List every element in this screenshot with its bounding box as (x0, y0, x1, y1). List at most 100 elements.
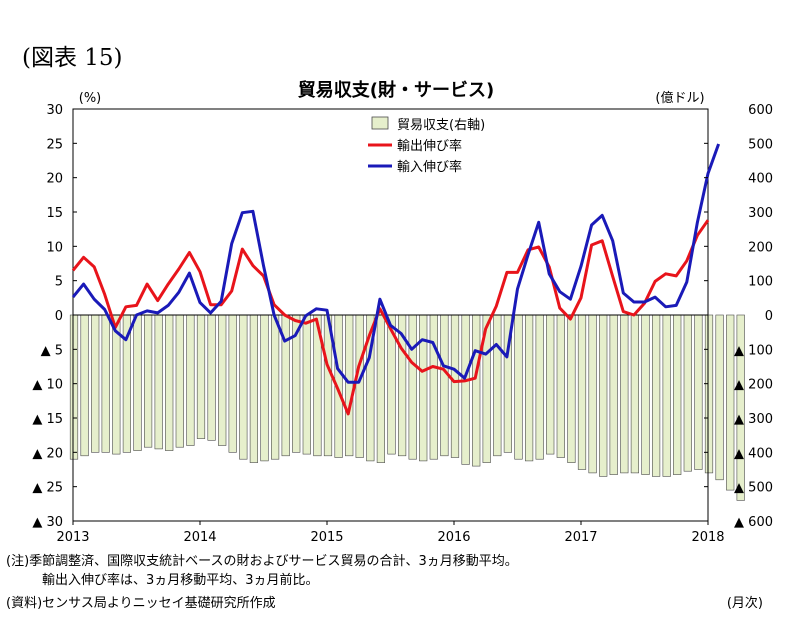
trade-balance-bar (91, 314, 100, 453)
y-left-tick-label: 20 (46, 172, 63, 187)
trade-balance-bar (165, 314, 174, 451)
trade-balance-bar (186, 314, 195, 446)
y-left-tick-label: ▲ 25 (32, 481, 63, 496)
y-right-tick-label: 0 (765, 309, 773, 324)
y-left-tick-label: 30 (46, 103, 63, 118)
y-right-tick-label: ▲ 400 (734, 446, 773, 461)
x-tick-label: 2014 (183, 530, 216, 545)
y-left-tick-label: ▲ 30 (32, 515, 63, 530)
trade-balance-bar (239, 314, 248, 460)
legend-label: 貿易収支(右軸) (397, 118, 485, 133)
y-left-tick-label: 25 (46, 137, 63, 152)
trade-balance-bar (514, 314, 523, 460)
trade-balance-bar (270, 314, 280, 460)
trade-balance-bar (546, 314, 555, 455)
x-tick-label: 2015 (310, 530, 343, 545)
trade-balance-bar (609, 314, 618, 475)
trade-balance-bar (535, 314, 544, 460)
y-left-tick-label: 5 (55, 275, 63, 290)
trade-balance-bar (694, 314, 703, 470)
note-line-1: (注)季節調整済、国際収支統計ベースの財およびサービス貿易の合計、3ヵ月移動平均… (6, 554, 518, 569)
y-right-tick-label: ▲ 200 (734, 378, 773, 393)
trade-balance-bar (376, 314, 386, 463)
y-left-tick-label: ▲ 15 (32, 412, 63, 427)
x-tick-label: 2013 (56, 530, 89, 545)
trade-balance-bar (556, 314, 565, 458)
y-left-tick-label: 0 (55, 309, 63, 324)
trade-balance-bar (260, 314, 269, 462)
trade-balance-bar (175, 314, 184, 448)
import-growth-line (71, 143, 721, 384)
trade-balance-bar (715, 314, 724, 481)
trade-balance-bar (429, 314, 438, 460)
legend-swatch-bar (371, 116, 389, 130)
trade-balance-bar (588, 314, 597, 474)
y-left-tick-label: ▲ 5 (41, 343, 63, 358)
y-right-unit: (億ドル) (655, 90, 704, 106)
y-right-tick-label: 200 (748, 240, 773, 255)
x-tick-label: 2018 (691, 530, 724, 545)
trade-balance-bar (673, 314, 682, 475)
trade-balance-bar (207, 314, 216, 441)
trade-balance-bar (577, 314, 587, 470)
legend-label: 輸出伸び率 (397, 138, 462, 154)
trade-balance-bar (154, 314, 163, 450)
trade-balance-bar (228, 314, 237, 453)
trade-balance-bar (450, 314, 460, 458)
trade-balance-bar (641, 314, 650, 475)
trade-balance-bar (662, 314, 671, 477)
trade-balance-bar (408, 314, 417, 460)
trade-balance-bar (112, 314, 121, 455)
y-right-tick-label: ▲ 600 (734, 515, 773, 530)
trade-balance-bar (461, 314, 470, 465)
y-right-tick-label: ▲ 300 (734, 412, 773, 427)
trade-balance-bar (704, 314, 714, 474)
trade-balance-bar (440, 314, 449, 457)
trade-balance-bar (101, 314, 110, 453)
y-right-tick-label: ▲ 500 (734, 481, 773, 496)
y-left-tick-label: ▲ 10 (32, 378, 63, 393)
trade-balance-bar (69, 314, 79, 460)
figure-label: (図表 15) (22, 45, 123, 71)
export-growth-line (71, 219, 710, 416)
trade-balance-bar (493, 314, 502, 457)
trade-balance-bar (683, 314, 692, 472)
y-right-tick-label: ▲ 100 (734, 343, 773, 358)
y-left-unit: (%) (79, 91, 102, 106)
x-tick-label: 2017 (564, 530, 597, 545)
trade-balance-bar (345, 314, 354, 457)
y-left-tick-label: 15 (46, 206, 63, 221)
trade-balance-bar (599, 314, 608, 477)
y-left-tick-label: 10 (46, 240, 63, 255)
trade-balance-bar (80, 314, 89, 457)
trade-balance-bar (630, 314, 639, 474)
trade-balance-bar (133, 314, 142, 451)
trade-balance-bar (620, 314, 629, 474)
trade-balance-bar (218, 314, 227, 446)
trade-balance-bar (249, 314, 259, 463)
trade-balance-bar (472, 314, 481, 467)
trade-balance-bar (302, 314, 311, 455)
y-right-tick-label: 100 (748, 275, 773, 290)
trade-balance-bar (524, 314, 534, 462)
note-line-2: 輸出入伸び率は、3ヵ月移動平均、3ヵ月前比。 (42, 573, 319, 588)
y-right-tick-label: 400 (748, 172, 773, 187)
trade-balance-bar (144, 314, 153, 448)
trade-balance-bar (567, 314, 576, 463)
y-right-tick-label: 600 (748, 103, 773, 118)
y-left-tick-label: ▲ 20 (32, 446, 63, 461)
trade-balance-bar (419, 314, 428, 462)
y-right-tick-label: 500 (748, 137, 773, 152)
x-axis-unit: (月次) (726, 596, 763, 611)
legend-label: 輸入伸び率 (397, 159, 462, 175)
trade-balance-bar (355, 314, 364, 458)
trade-balance-bar (651, 314, 661, 477)
trade-balance-bar (196, 314, 206, 439)
chart-title: 貿易収支(財・サービス) (298, 79, 494, 101)
x-tick-label: 2016 (437, 530, 470, 545)
trade-balance-bar (736, 314, 745, 501)
source-note: (資料)センサス局よりニッセイ基礎研究所作成 (6, 596, 276, 611)
trade-balance-bar (726, 314, 735, 491)
y-right-tick-label: 300 (748, 206, 773, 221)
